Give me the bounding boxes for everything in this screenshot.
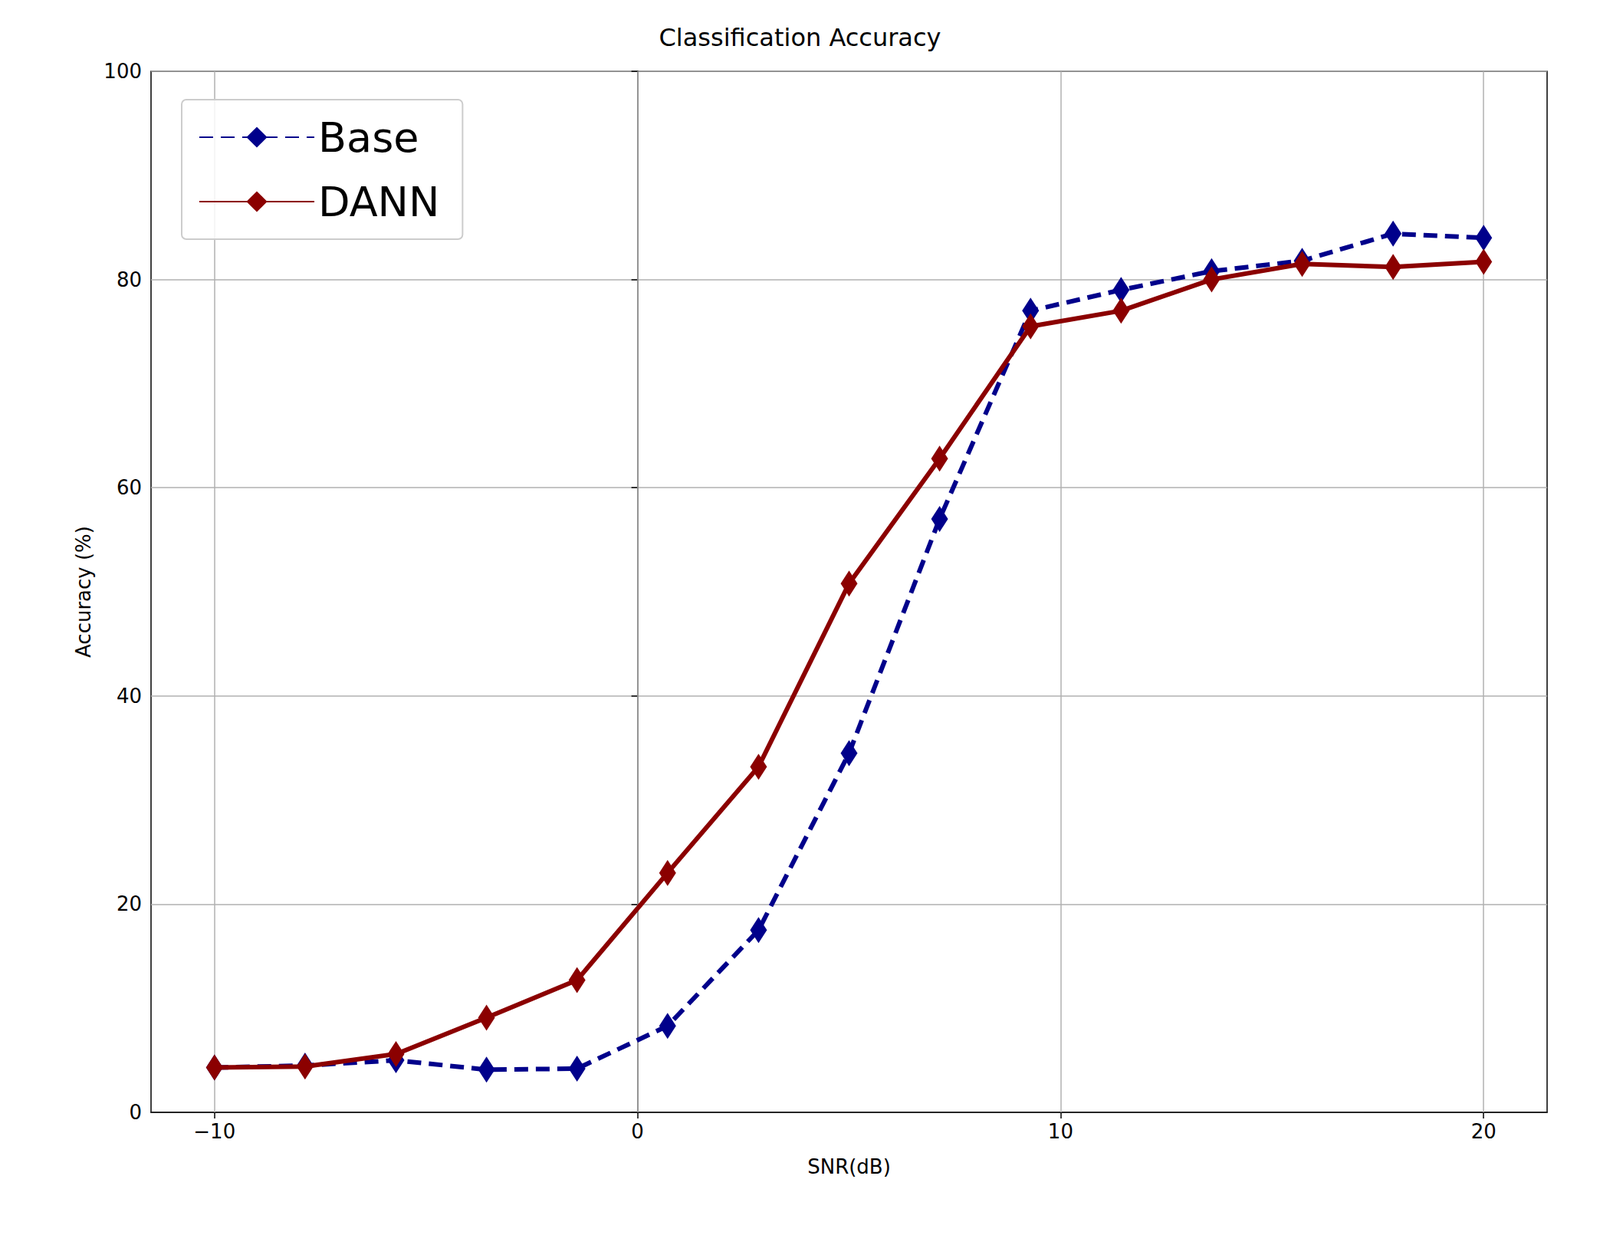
svg-text:20: 20 — [116, 892, 142, 916]
svg-text:SNR(dB): SNR(dB) — [807, 1155, 891, 1179]
svg-text:DANN: DANN — [318, 177, 440, 227]
svg-text:100: 100 — [103, 59, 142, 83]
svg-text:Classification Accuracy: Classification Accuracy — [659, 22, 942, 53]
svg-text:20: 20 — [1471, 1120, 1497, 1144]
svg-text:Accuracy (%): Accuracy (%) — [72, 525, 96, 658]
svg-text:−10: −10 — [193, 1120, 236, 1144]
svg-text:60: 60 — [116, 476, 142, 500]
svg-text:0: 0 — [128, 1100, 142, 1124]
svg-text:0: 0 — [630, 1120, 644, 1144]
svg-text:10: 10 — [1048, 1120, 1074, 1144]
svg-text:80: 80 — [116, 268, 142, 292]
svg-text:40: 40 — [116, 684, 142, 708]
svg-text:Base: Base — [318, 113, 420, 162]
